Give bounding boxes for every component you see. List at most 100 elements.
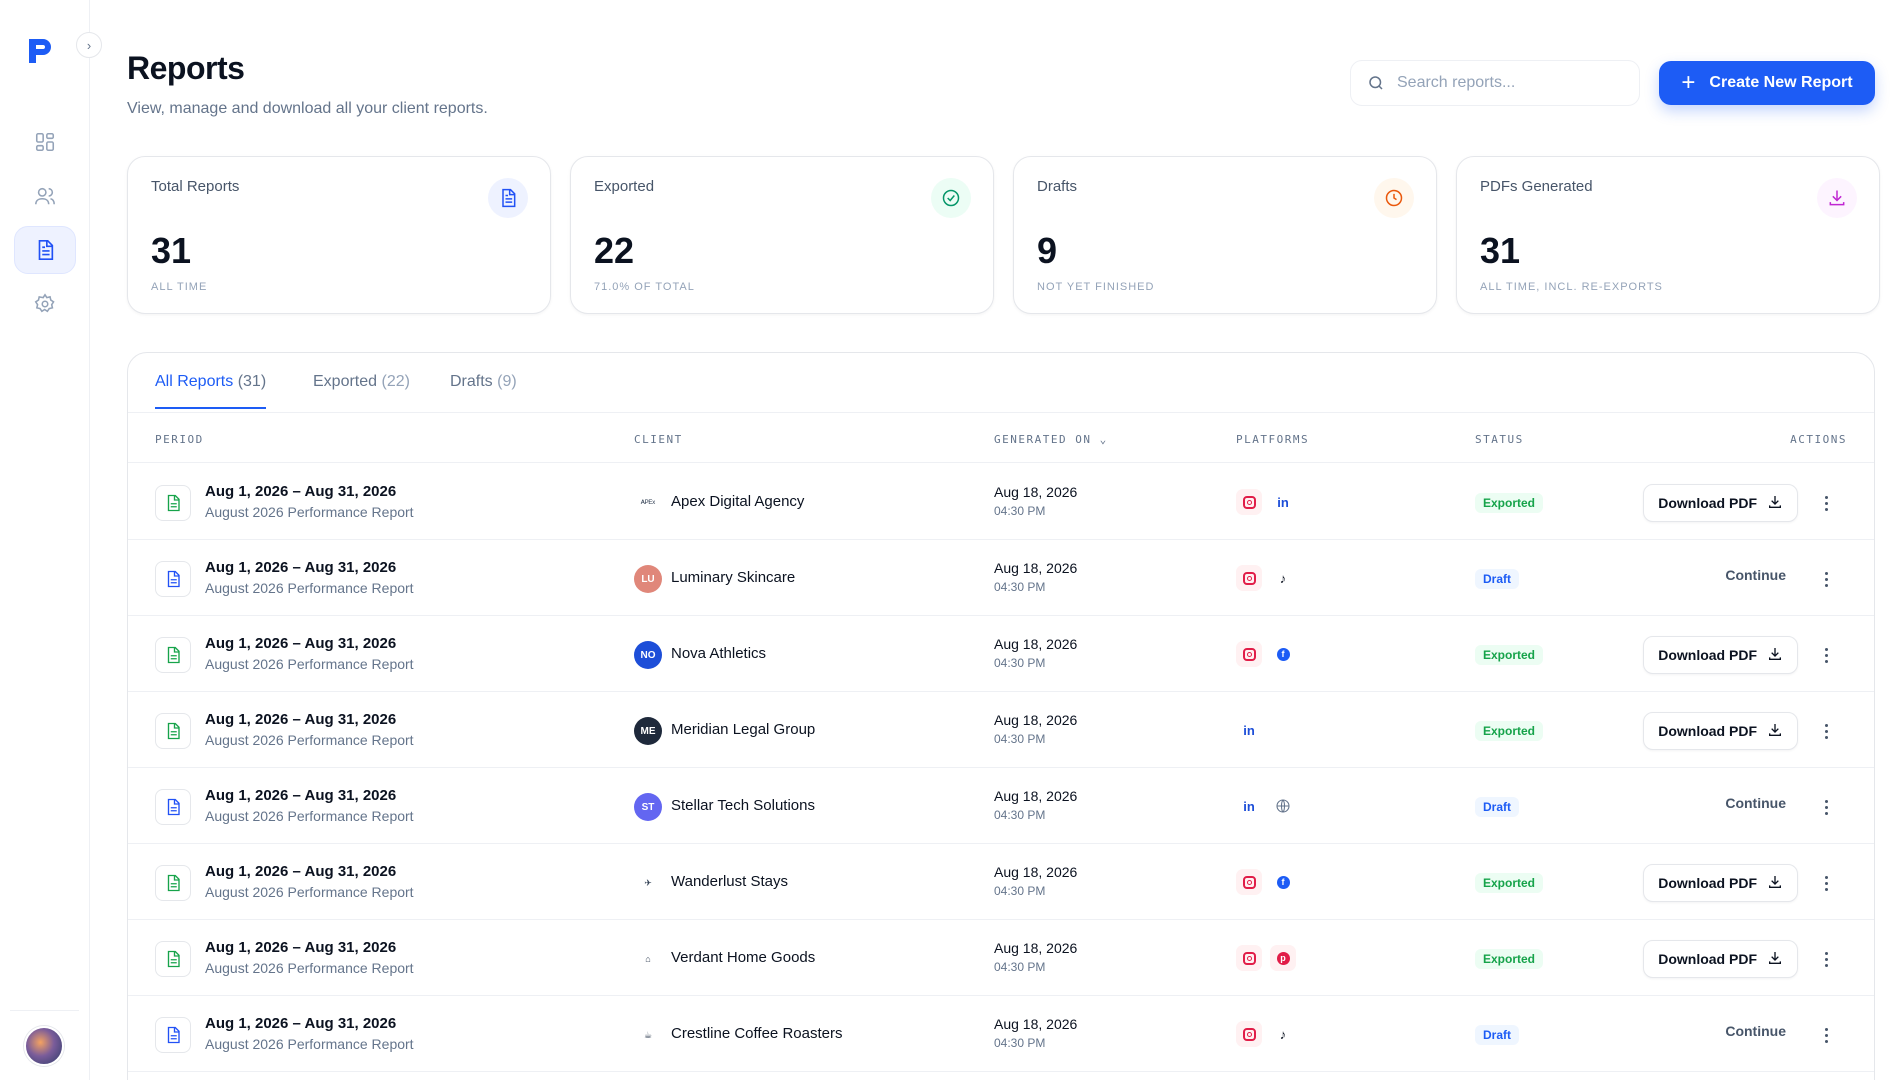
nav-item-dashboard[interactable]	[14, 118, 76, 166]
settings-icon	[34, 293, 55, 313]
instagram-icon	[1236, 565, 1262, 591]
download-icon	[1767, 874, 1783, 893]
users-icon	[35, 187, 55, 205]
globe-icon	[1270, 793, 1296, 819]
column-header-generated-sortable[interactable]: GENERATED ON ⌄	[994, 433, 1108, 446]
platform-icons: p	[1236, 945, 1296, 971]
client-avatar: ST	[634, 793, 662, 821]
user-avatar[interactable]	[24, 1026, 64, 1066]
stat-caption: 71.0% OF TOTAL	[594, 281, 695, 293]
generated-time: 04:30 PM	[994, 732, 1046, 746]
instagram-icon	[1236, 1021, 1262, 1047]
search-icon	[1369, 76, 1383, 90]
download-pdf-label: Download PDF	[1658, 495, 1757, 511]
download-icon	[1817, 178, 1857, 218]
search-input[interactable]	[1397, 74, 1617, 92]
download-pdf-button[interactable]: Download PDF	[1643, 636, 1798, 674]
table-row[interactable]: Aug 1, 2026 – Aug 31, 2026 August 2026 Pe…	[128, 464, 1874, 540]
stat-label: Drafts	[1037, 178, 1078, 195]
tiktok-icon: ♪	[1270, 1021, 1296, 1047]
table-row[interactable]: Aug 1, 2026 – Aug 31, 2026 August 2026 Pe…	[128, 616, 1874, 692]
status-badge: Exported	[1475, 873, 1544, 893]
client-avatar: LU	[634, 565, 662, 593]
client-avatar: ⌂	[634, 945, 662, 973]
plus-icon: +	[1681, 69, 1696, 96]
tab-exported[interactable]: Exported (22)	[313, 373, 410, 407]
table-row[interactable]: Aug 1, 2026 – Aug 31, 2026 August 2026 Pe…	[128, 920, 1874, 996]
continue-button[interactable]: Continue	[1725, 1023, 1786, 1039]
more-options-icon[interactable]	[1816, 795, 1836, 819]
generated-time: 04:30 PM	[994, 656, 1046, 670]
nav-item-reports[interactable]	[14, 226, 76, 274]
tab-count: (9)	[497, 373, 517, 390]
download-icon	[1767, 722, 1783, 741]
sidebar: ›	[0, 0, 102, 1080]
report-period: Aug 1, 2026 – Aug 31, 2026	[205, 1015, 397, 1032]
client-name: Verdant Home Goods	[671, 949, 816, 966]
report-period: Aug 1, 2026 – Aug 31, 2026	[205, 559, 397, 576]
column-header-client: CLIENT	[634, 433, 683, 446]
table-row[interactable]: Aug 1, 2026 – Aug 31, 2026 August 2026 Pe…	[128, 996, 1874, 1072]
stat-value: 22	[594, 230, 635, 271]
platform-icons: f	[1236, 869, 1296, 895]
search-box[interactable]	[1350, 60, 1640, 106]
sidebar-expand-button[interactable]: ›	[76, 32, 102, 58]
status-badge: Draft	[1475, 569, 1520, 589]
more-options-icon[interactable]	[1816, 947, 1836, 971]
report-period: Aug 1, 2026 – Aug 31, 2026	[205, 483, 397, 500]
download-pdf-label: Download PDF	[1658, 875, 1757, 891]
tab-drafts[interactable]: Drafts (9)	[450, 373, 517, 407]
stat-value: 31	[1480, 230, 1521, 271]
client-avatar: ✈	[634, 869, 662, 897]
more-options-icon[interactable]	[1816, 871, 1836, 895]
page-subtitle: View, manage and download all your clien…	[127, 100, 488, 117]
stat-card: Total Reports 31 ALL TIME	[127, 156, 551, 314]
create-report-button[interactable]: + Create New Report	[1659, 61, 1875, 105]
download-pdf-button[interactable]: Download PDF	[1643, 940, 1798, 978]
report-tabs: All Reports (31) Exported (22) Drafts (9…	[128, 353, 1874, 413]
nav-item-clients[interactable]	[14, 172, 76, 220]
report-name: August 2026 Performance Report	[205, 1036, 414, 1052]
client-name: Nova Athletics	[671, 645, 767, 662]
download-pdf-button[interactable]: Download PDF	[1643, 484, 1798, 522]
report-period: Aug 1, 2026 – Aug 31, 2026	[205, 863, 397, 880]
more-options-icon[interactable]	[1816, 643, 1836, 667]
client-avatar: ☕	[634, 1021, 662, 1049]
table-row[interactable]: Aug 1, 2026 – Aug 31, 2026 August 2026 Pe…	[128, 844, 1874, 920]
generated-date: Aug 18, 2026	[994, 636, 1078, 652]
table-row[interactable]: Aug 1, 2026 – Aug 31, 2026 August 2026 Pe…	[128, 692, 1874, 768]
stat-card: PDFs Generated 31 ALL TIME, INCL. RE-EXPOR…	[1456, 156, 1880, 314]
table-row[interactable]: Aug 1, 2026 – Aug 31, 2026 August 2026 Pe…	[128, 540, 1874, 616]
platform-icons: in	[1236, 717, 1262, 743]
client-name: Wanderlust Stays	[671, 873, 788, 890]
download-icon	[1767, 494, 1783, 513]
check-circle-icon	[931, 178, 971, 218]
continue-button[interactable]: Continue	[1725, 567, 1786, 583]
download-pdf-button[interactable]: Download PDF	[1643, 712, 1798, 750]
client-avatar: ME	[634, 717, 662, 745]
nav-item-settings[interactable]	[14, 280, 76, 328]
platform-icons: in	[1236, 489, 1296, 515]
app-logo[interactable]	[26, 36, 56, 66]
linkedin-icon: in	[1236, 717, 1262, 743]
generated-time: 04:30 PM	[994, 504, 1046, 518]
instagram-icon	[1236, 945, 1262, 971]
generated-time: 04:30 PM	[994, 884, 1046, 898]
stat-card: Exported 22 71.0% OF TOTAL	[570, 156, 994, 314]
client-avatar: NO	[634, 641, 662, 669]
more-options-icon[interactable]	[1816, 491, 1836, 515]
column-header-platforms: PLATFORMS	[1236, 433, 1310, 446]
platform-icons: f	[1236, 641, 1296, 667]
download-pdf-button[interactable]: Download PDF	[1643, 864, 1798, 902]
sidebar-divider	[10, 1010, 79, 1011]
column-header-generated: GENERATED ON	[994, 433, 1092, 446]
status-badge: Exported	[1475, 645, 1544, 665]
more-options-icon[interactable]	[1816, 567, 1836, 591]
tab-all-reports[interactable]: All Reports (31)	[155, 373, 267, 409]
table-row[interactable]: Aug 1, 2026 – Aug 31, 2026 August 2026 Pe…	[128, 768, 1874, 844]
more-options-icon[interactable]	[1816, 1023, 1836, 1047]
generated-date: Aug 18, 2026	[994, 712, 1078, 728]
continue-button[interactable]: Continue	[1725, 795, 1786, 811]
more-options-icon[interactable]	[1816, 719, 1836, 743]
generated-time: 04:30 PM	[994, 960, 1046, 974]
